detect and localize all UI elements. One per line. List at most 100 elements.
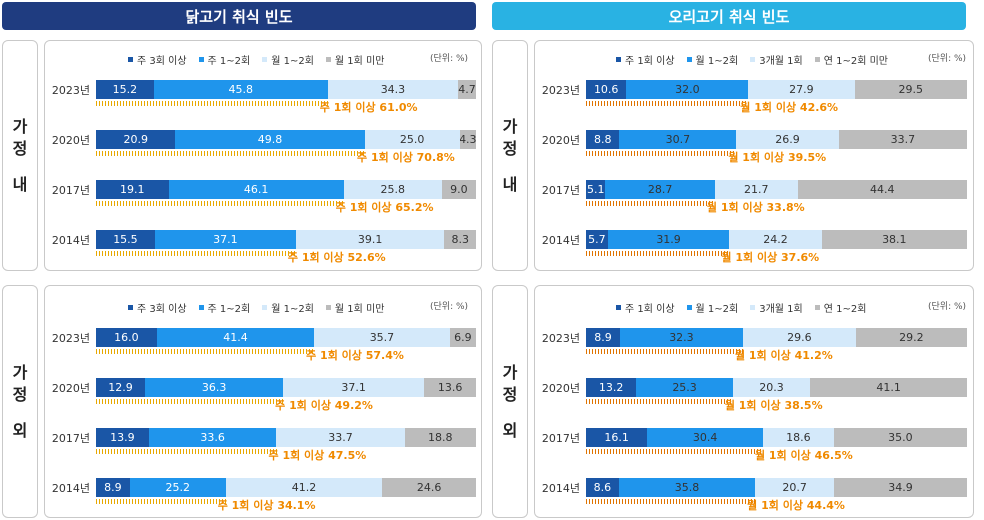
- chart-legend: 주 1회 이상 월 1~2회 3개월 1회 연 1~2회 미만: [616, 52, 900, 67]
- unit-label: (단위: %): [430, 302, 469, 312]
- bar-segment: 49.8: [175, 130, 365, 149]
- chicken-home-side-label: 가 정 내: [2, 40, 38, 271]
- bar-segment: 29.6: [742, 328, 856, 347]
- legend-label: 연 1~2회 미만: [823, 56, 888, 67]
- chart-legend: 주 3회 이상 주 1~2회 월 1~2회 월 1회 미만: [128, 300, 396, 315]
- legend-entry: 주 1회 이상: [616, 52, 675, 67]
- stacked-bar: 13.9 33.6 33.7 18.8: [96, 428, 476, 447]
- bar-segment: 34.9: [834, 478, 967, 497]
- cumulative-label: 월 1회 이상 46.5%: [754, 449, 853, 462]
- year-label: 2020년: [541, 382, 580, 395]
- cumulative-label: 월 1회 이상 38.5%: [724, 399, 823, 412]
- bar-segment: 8.8: [586, 130, 620, 149]
- cumulative-marker: [96, 399, 284, 404]
- bar-segment: 44.4: [797, 180, 967, 199]
- legend-label: 3개월 1회: [759, 304, 803, 315]
- bar-segment: 25.2: [129, 478, 226, 497]
- bar-segment: 4.3: [459, 130, 476, 149]
- bar-segment: 30.4: [647, 428, 763, 447]
- bar-segment: 10.6: [586, 80, 627, 99]
- bar-segment: 9.0: [441, 180, 476, 199]
- legend-swatch: [616, 57, 621, 62]
- year-label: 2017년: [51, 184, 90, 197]
- bar-segment: 15.2: [96, 80, 154, 99]
- bar-segment: 5.7: [586, 230, 608, 249]
- bar-segment: 46.1: [168, 180, 344, 199]
- legend-label: 주 3회 이상: [137, 304, 187, 315]
- year-label: 2023년: [51, 332, 90, 345]
- legend-entry: 월 1~2회: [686, 300, 739, 315]
- bar-segment: 41.2: [225, 478, 383, 497]
- cumulative-marker: [96, 251, 296, 256]
- side-char: 외: [12, 420, 28, 440]
- side-char: 가: [12, 116, 28, 136]
- bar-segment: 35.0: [833, 428, 967, 447]
- bar-segment: 6.9: [449, 328, 476, 347]
- cumulative-marker: [586, 399, 733, 404]
- bar-segment: 19.1: [96, 180, 169, 199]
- stacked-bar: 16.1 30.4 18.6 35.0: [586, 428, 967, 447]
- legend-label: 월 1회 미만: [334, 56, 385, 67]
- bar-segment: 27.9: [748, 80, 855, 99]
- bar-segment: 37.1: [154, 230, 296, 249]
- legend-entry: 월 1회 미만: [325, 52, 385, 67]
- legend-entry: 월 1~2회: [262, 52, 314, 67]
- cumulative-label: 주 1회 이상 57.4%: [306, 349, 404, 362]
- bar-segment: 30.7: [619, 130, 737, 149]
- year-label: 2017년: [541, 184, 580, 197]
- stacked-bar: 16.0 41.4 35.7 6.9: [96, 328, 476, 347]
- duck-home-side-label: 가 정 내: [492, 40, 528, 271]
- bar-segment: 33.6: [148, 428, 277, 447]
- legend-entry: 월 1~2회: [686, 52, 738, 67]
- cumulative-marker: [586, 101, 749, 106]
- legend-label: 월 1~2회: [695, 304, 739, 315]
- legend-swatch: [198, 305, 204, 310]
- cumulative-label: 월 1회 이상 44.4%: [747, 499, 845, 512]
- legend-label: 연 1~2회: [823, 304, 867, 315]
- year-label: 2017년: [51, 432, 90, 445]
- year-label: 2023년: [541, 84, 580, 97]
- bar-segment: 39.1: [295, 230, 445, 249]
- bar-segment: 41.1: [810, 378, 967, 397]
- cumulative-marker: [96, 499, 226, 504]
- legend-entry: 주 1회 이상: [616, 300, 675, 315]
- cumulative-label: 주 1회 이상 70.8%: [357, 151, 455, 164]
- cumulative-marker: [586, 499, 756, 504]
- bar-segment: 21.7: [714, 180, 798, 199]
- cumulative-marker: [586, 151, 737, 156]
- legend-label: 월 1~2회: [271, 56, 314, 67]
- legend-label: 주 1회 이상: [625, 56, 675, 67]
- stacked-bar: 19.1 46.1 25.8 9.0: [96, 180, 476, 199]
- stacked-bar: 8.6 35.8 20.7 34.9: [586, 478, 967, 497]
- bar-segment: 8.9: [96, 478, 130, 497]
- year-label: 2014년: [51, 482, 90, 495]
- stacked-bar: 5.1 28.7 21.7 44.4: [586, 180, 967, 199]
- bar-segment: 35.7: [314, 328, 450, 347]
- side-char: 정: [502, 138, 518, 158]
- cumulative-label: 주 1회 이상 65.2%: [335, 201, 434, 214]
- bar-segment: 16.1: [586, 428, 648, 447]
- cumulative-marker: [586, 251, 730, 256]
- legend-entry: 3개월 1회: [750, 52, 803, 67]
- chart-legend: 주 3회 이상 주 1~2회 월 1~2회 월 1회 미만: [128, 52, 396, 67]
- legend-entry: 주 3회 이상: [128, 52, 187, 67]
- legend-swatch: [814, 57, 820, 62]
- legend-swatch: [325, 305, 331, 310]
- bar-segment: 26.9: [736, 130, 839, 149]
- year-label: 2020년: [51, 134, 90, 147]
- bar-segment: 33.7: [838, 130, 967, 149]
- bar-segment: 20.3: [732, 378, 811, 397]
- legend-entry: 주 1~2회: [198, 52, 250, 67]
- chicken-panel-title: 닭고기 취식 빈도: [2, 2, 476, 30]
- legend-swatch: [262, 57, 268, 62]
- side-char: 내: [12, 174, 28, 194]
- bar-segment: 34.3: [327, 80, 459, 99]
- stacked-bar: 5.7 31.9 24.2 38.1: [586, 230, 967, 249]
- legend-entry: 월 1회 미만: [325, 300, 384, 315]
- cumulative-marker: [96, 151, 366, 156]
- stacked-bar: 8.9 32.3 29.6 29.2: [586, 328, 967, 347]
- year-label: 2014년: [541, 482, 580, 495]
- bar-segment: 20.9: [96, 130, 176, 149]
- year-label: 2017년: [541, 432, 580, 445]
- bar-segment: 18.8: [404, 428, 476, 447]
